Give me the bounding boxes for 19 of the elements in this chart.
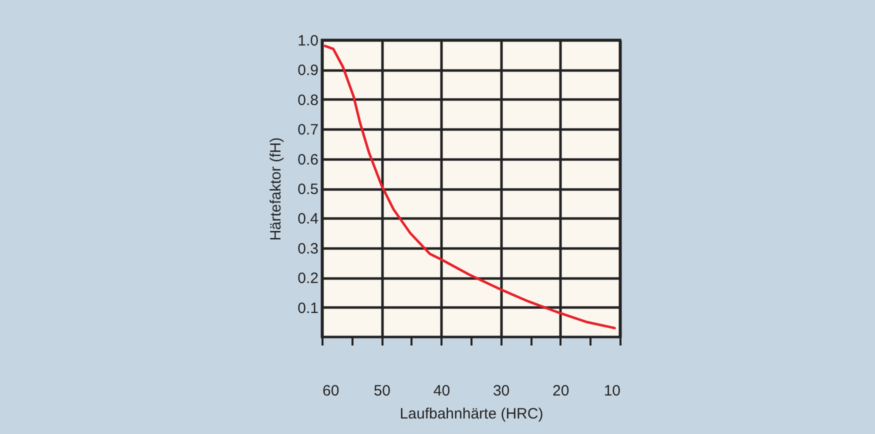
x-tick-label: 20 [552, 382, 570, 400]
y-axis-title: Härtefaktor (fH) [268, 137, 285, 241]
x-tick-label: 50 [374, 382, 390, 400]
y-tick-label: 0.4 [298, 210, 318, 228]
y-tick-label: 0.6 [298, 151, 318, 168]
y-tick-label: 0.8 [298, 92, 318, 109]
line-series [324, 44, 616, 330]
y-tick-label: 0.1 [298, 300, 318, 317]
y-tick-label: 0.7 [298, 122, 318, 139]
x-tick-label: 40 [433, 382, 450, 400]
x-tick-label: 10 [604, 382, 620, 400]
y-tick-label: 0.9 [298, 62, 318, 80]
x-tick-label: 30 [492, 382, 510, 400]
x-tick-label: 60 [322, 382, 340, 400]
y-tick-label: 1.0 [298, 32, 318, 50]
y-tick-label: 0.3 [298, 240, 318, 258]
y-tick-label: 0.2 [298, 270, 318, 288]
y-tick-label: 0.5 [298, 181, 318, 198]
x-axis-title: Laufbahnhärte (HRC) [400, 406, 544, 422]
